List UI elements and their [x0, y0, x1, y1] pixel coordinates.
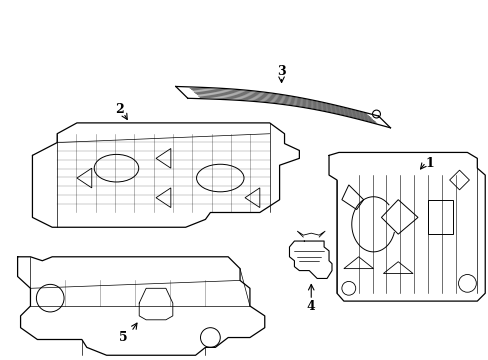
Text: 4: 4 [306, 300, 315, 312]
Text: 2: 2 [115, 103, 123, 116]
Text: 3: 3 [277, 65, 285, 78]
Text: 5: 5 [119, 331, 127, 344]
Text: 1: 1 [425, 157, 433, 170]
